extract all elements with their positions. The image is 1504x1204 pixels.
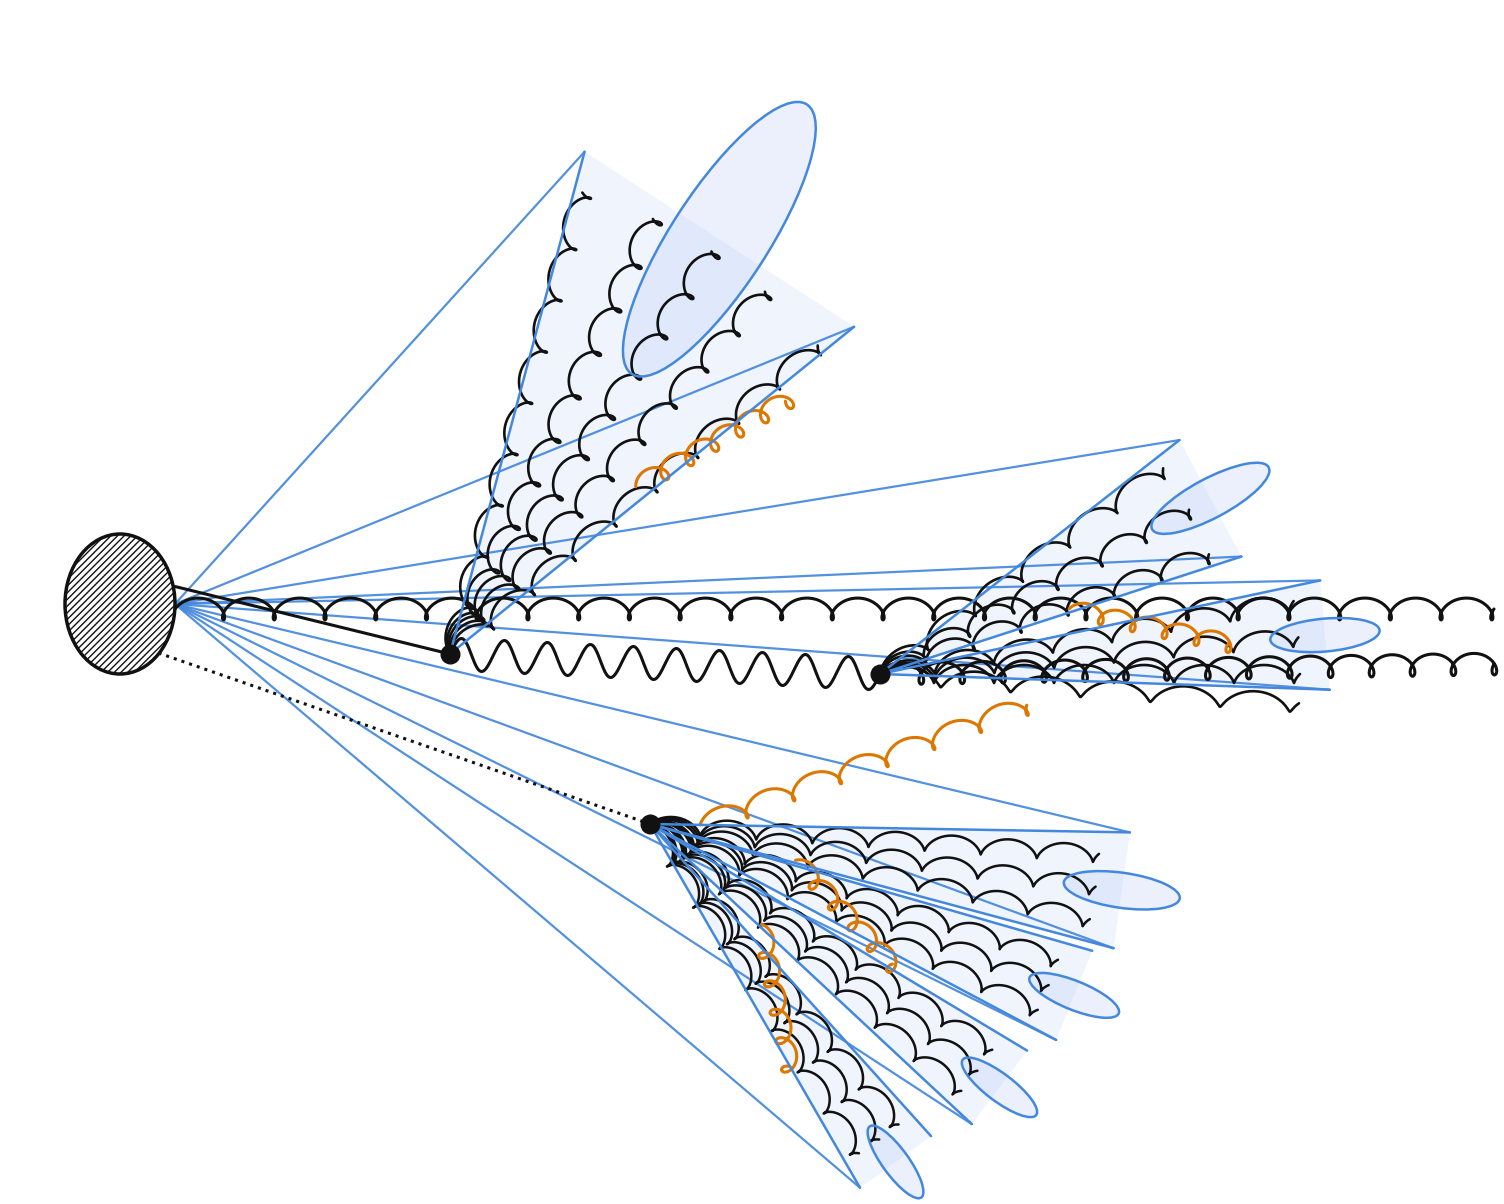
Polygon shape — [450, 152, 854, 654]
Point — [438, 644, 462, 663]
Point — [868, 665, 892, 684]
Ellipse shape — [1271, 618, 1379, 653]
Ellipse shape — [868, 1126, 923, 1198]
Polygon shape — [880, 580, 1330, 690]
Ellipse shape — [1063, 872, 1179, 909]
Ellipse shape — [963, 1057, 1038, 1117]
Polygon shape — [650, 824, 1027, 1125]
Polygon shape — [650, 824, 931, 1187]
Ellipse shape — [1029, 973, 1119, 1017]
Ellipse shape — [623, 102, 815, 377]
Polygon shape — [880, 439, 1241, 674]
Point — [638, 814, 662, 833]
Polygon shape — [650, 824, 1092, 1040]
Polygon shape — [650, 824, 1130, 949]
Ellipse shape — [65, 535, 174, 674]
Ellipse shape — [1152, 462, 1269, 533]
